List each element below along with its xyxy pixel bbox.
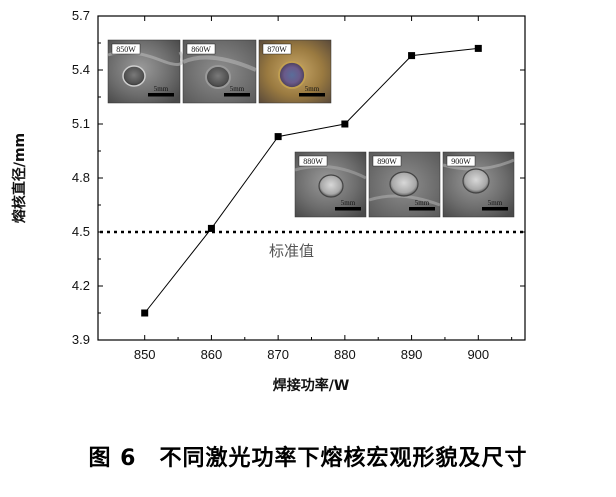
y-axis-title: 熔核直径/mm <box>11 133 28 223</box>
inset-label: 850W <box>116 45 136 54</box>
y-tick-label: 5.7 <box>72 8 90 23</box>
inset-label: 860W <box>191 45 211 54</box>
inset-label: 890W <box>377 157 397 166</box>
scale-label: 5mm <box>488 199 503 207</box>
inset-label: 870W <box>267 45 287 54</box>
scale-label: 5mm <box>415 199 430 207</box>
y-tick-label: 4.2 <box>72 278 90 293</box>
scale-label: 5mm <box>341 199 356 207</box>
x-axis: 850 860 870 880 890 900 <box>134 16 513 362</box>
reference-line-group: 标准值 <box>100 230 523 260</box>
scale-label: 5mm <box>230 85 245 93</box>
chart: 3.9 4.2 4.5 4.8 5.1 5.4 5.7 850 860 870 880 890 900… <box>11 8 526 394</box>
figure-caption: 图 6 不同激光功率下熔核宏观形貌及尺寸 <box>88 446 528 471</box>
inset-890w: 890W 5mm <box>368 151 441 218</box>
x-tick-label: 880 <box>334 347 356 362</box>
inset-label: 880W <box>303 157 323 166</box>
inset-880w: 880W 5mm <box>294 151 367 218</box>
y-tick-label: 4.5 <box>72 224 90 239</box>
x-tick-label: 900 <box>467 347 489 362</box>
x-axis-title: 焊接功率/W <box>273 377 350 394</box>
inset-870w: 870W 5mm <box>258 39 332 104</box>
y-tick-label: 5.4 <box>72 62 90 77</box>
y-tick-label: 3.9 <box>72 332 90 347</box>
x-tick-label: 850 <box>134 347 156 362</box>
series-line <box>144 47 479 314</box>
data-point <box>207 224 215 232</box>
y-tick-label: 5.1 <box>72 116 90 131</box>
data-points <box>141 44 482 317</box>
inset-850w: 850W 5mm <box>107 39 184 104</box>
scale-label: 5mm <box>154 85 169 93</box>
x-tick-label: 870 <box>267 347 289 362</box>
reference-label: 标准值 <box>269 242 314 260</box>
data-point <box>341 120 349 128</box>
x-tick-label: 890 <box>401 347 423 362</box>
inset-900w: 900W 5mm <box>442 151 515 218</box>
data-point <box>274 133 282 141</box>
inset-860w: 860W 5mm <box>182 39 257 104</box>
scale-label: 5mm <box>305 85 320 93</box>
data-point <box>408 52 416 60</box>
x-tick-label: 860 <box>201 347 223 362</box>
inset-label: 900W <box>451 157 471 166</box>
data-point <box>141 309 149 317</box>
data-point <box>474 44 482 52</box>
y-tick-label: 4.8 <box>72 170 90 185</box>
